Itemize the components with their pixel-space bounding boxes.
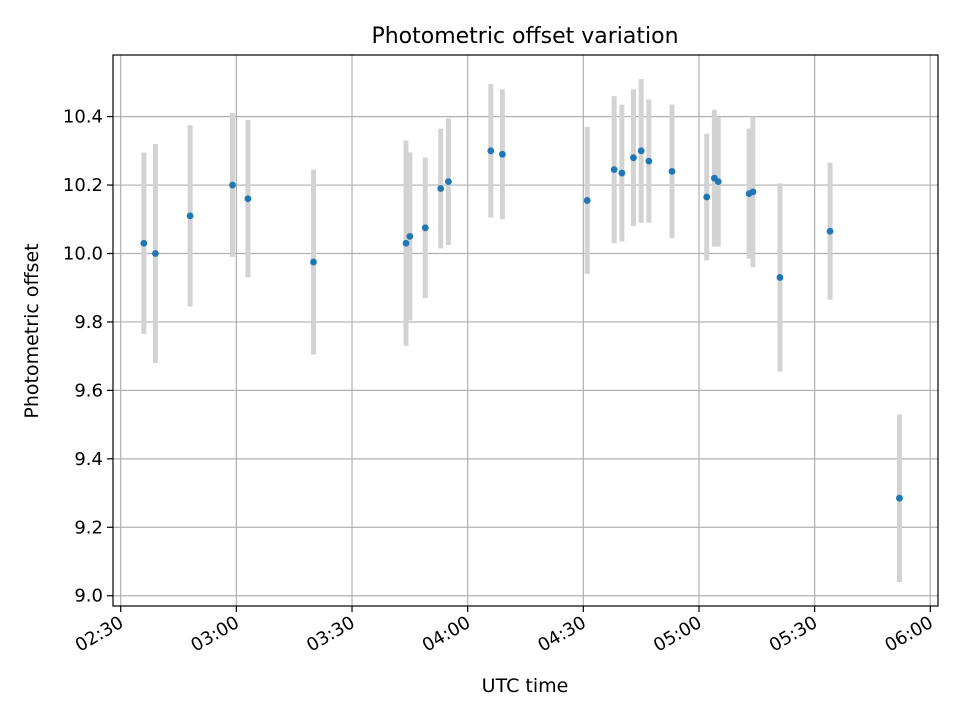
grid <box>113 55 938 606</box>
data-point <box>826 227 834 235</box>
x-axis-label: UTC time <box>482 675 569 697</box>
data-point <box>186 212 194 220</box>
y-tick-label: 9.4 <box>74 449 103 470</box>
data-point <box>437 185 445 192</box>
data-point <box>421 224 429 232</box>
data-point <box>896 494 903 502</box>
data-point <box>402 239 410 247</box>
y-tick-label: 10.0 <box>63 243 103 264</box>
chart-title: Photometric offset variation <box>371 24 678 49</box>
y-tick-label: 10.4 <box>63 107 103 128</box>
data-point <box>668 167 676 175</box>
data-point <box>406 232 414 240</box>
data-point <box>487 147 495 155</box>
data-point <box>498 150 506 158</box>
y-tick-label: 9.0 <box>74 586 103 607</box>
data-point <box>310 258 317 266</box>
data-point <box>776 274 784 281</box>
data-point <box>140 239 148 247</box>
y-tick-label: 9.2 <box>74 517 103 538</box>
y-tick-label: 10.2 <box>63 175 103 196</box>
data-point <box>714 178 722 186</box>
y-tick-label: 9.8 <box>74 312 103 333</box>
data-point <box>645 157 653 165</box>
data-point <box>703 193 711 201</box>
data-point <box>244 195 252 203</box>
data-point <box>583 197 591 204</box>
data-point <box>749 188 757 196</box>
data-point <box>618 169 626 177</box>
data-point <box>637 147 645 155</box>
data-points <box>140 147 903 502</box>
data-point <box>444 178 452 186</box>
data-point <box>229 181 236 189</box>
data-point <box>610 166 618 174</box>
axes-frame <box>112 54 939 607</box>
data-point <box>630 154 637 162</box>
data-point <box>152 250 159 257</box>
y-axis-label: Photometric offset <box>21 243 43 418</box>
y-tick-label: 9.6 <box>74 380 103 401</box>
